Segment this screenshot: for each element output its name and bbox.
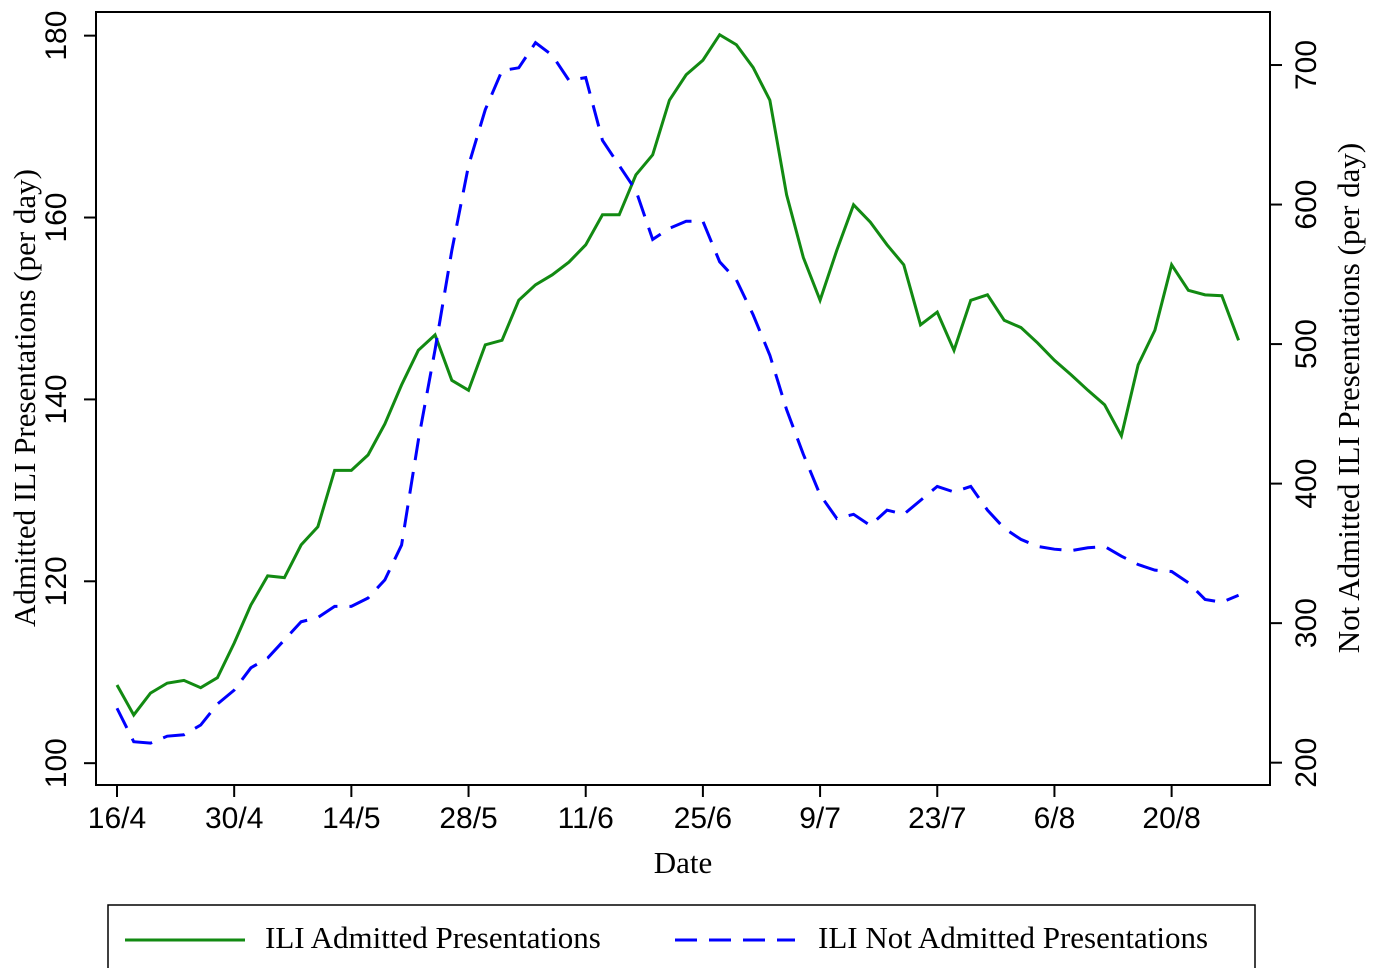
y-tick-label: 100 <box>40 738 73 788</box>
data-line <box>115 40 1240 745</box>
x-tick-label: 25/6 <box>674 802 732 835</box>
legend-box <box>107 904 1256 968</box>
x-tick-label: 28/5 <box>439 802 497 835</box>
y2-tick-label: 700 <box>1290 40 1323 90</box>
y-tick-label: 140 <box>40 374 73 424</box>
legend-label: ILI Admitted Presentations <box>265 920 601 955</box>
x-tick-label: 6/8 <box>1034 802 1076 835</box>
y-tick-label: 160 <box>40 192 73 242</box>
x-tick-label: 20/8 <box>1142 802 1200 835</box>
y2-tick-label: 600 <box>1290 180 1323 230</box>
y-tick-label: 120 <box>40 556 73 606</box>
x-tick-label: 11/6 <box>558 802 614 835</box>
x-tick-label: 9/7 <box>799 802 841 835</box>
x-tick-label: 30/4 <box>205 802 263 835</box>
plot-frame <box>95 11 1271 786</box>
y-tick-label: 180 <box>40 11 73 61</box>
x-tick-label: 16/4 <box>88 802 146 835</box>
y2-tick-label: 200 <box>1290 738 1323 788</box>
y-axis-label: Admitted ILI Presentations (per day) <box>7 169 42 627</box>
legend-label: ILI Not Admitted Presentations <box>818 920 1208 955</box>
y2-axis-label: Not Admitted ILI Presentations (per day) <box>1331 143 1366 654</box>
x-axis-label: Date <box>654 845 713 880</box>
y2-tick-label: 500 <box>1290 319 1323 369</box>
y2-tick-label: 300 <box>1290 598 1323 648</box>
data-line <box>115 32 1240 718</box>
y2-tick-label: 400 <box>1290 459 1323 509</box>
x-tick-label: 23/7 <box>908 802 966 835</box>
x-tick-label: 14/5 <box>322 802 380 835</box>
